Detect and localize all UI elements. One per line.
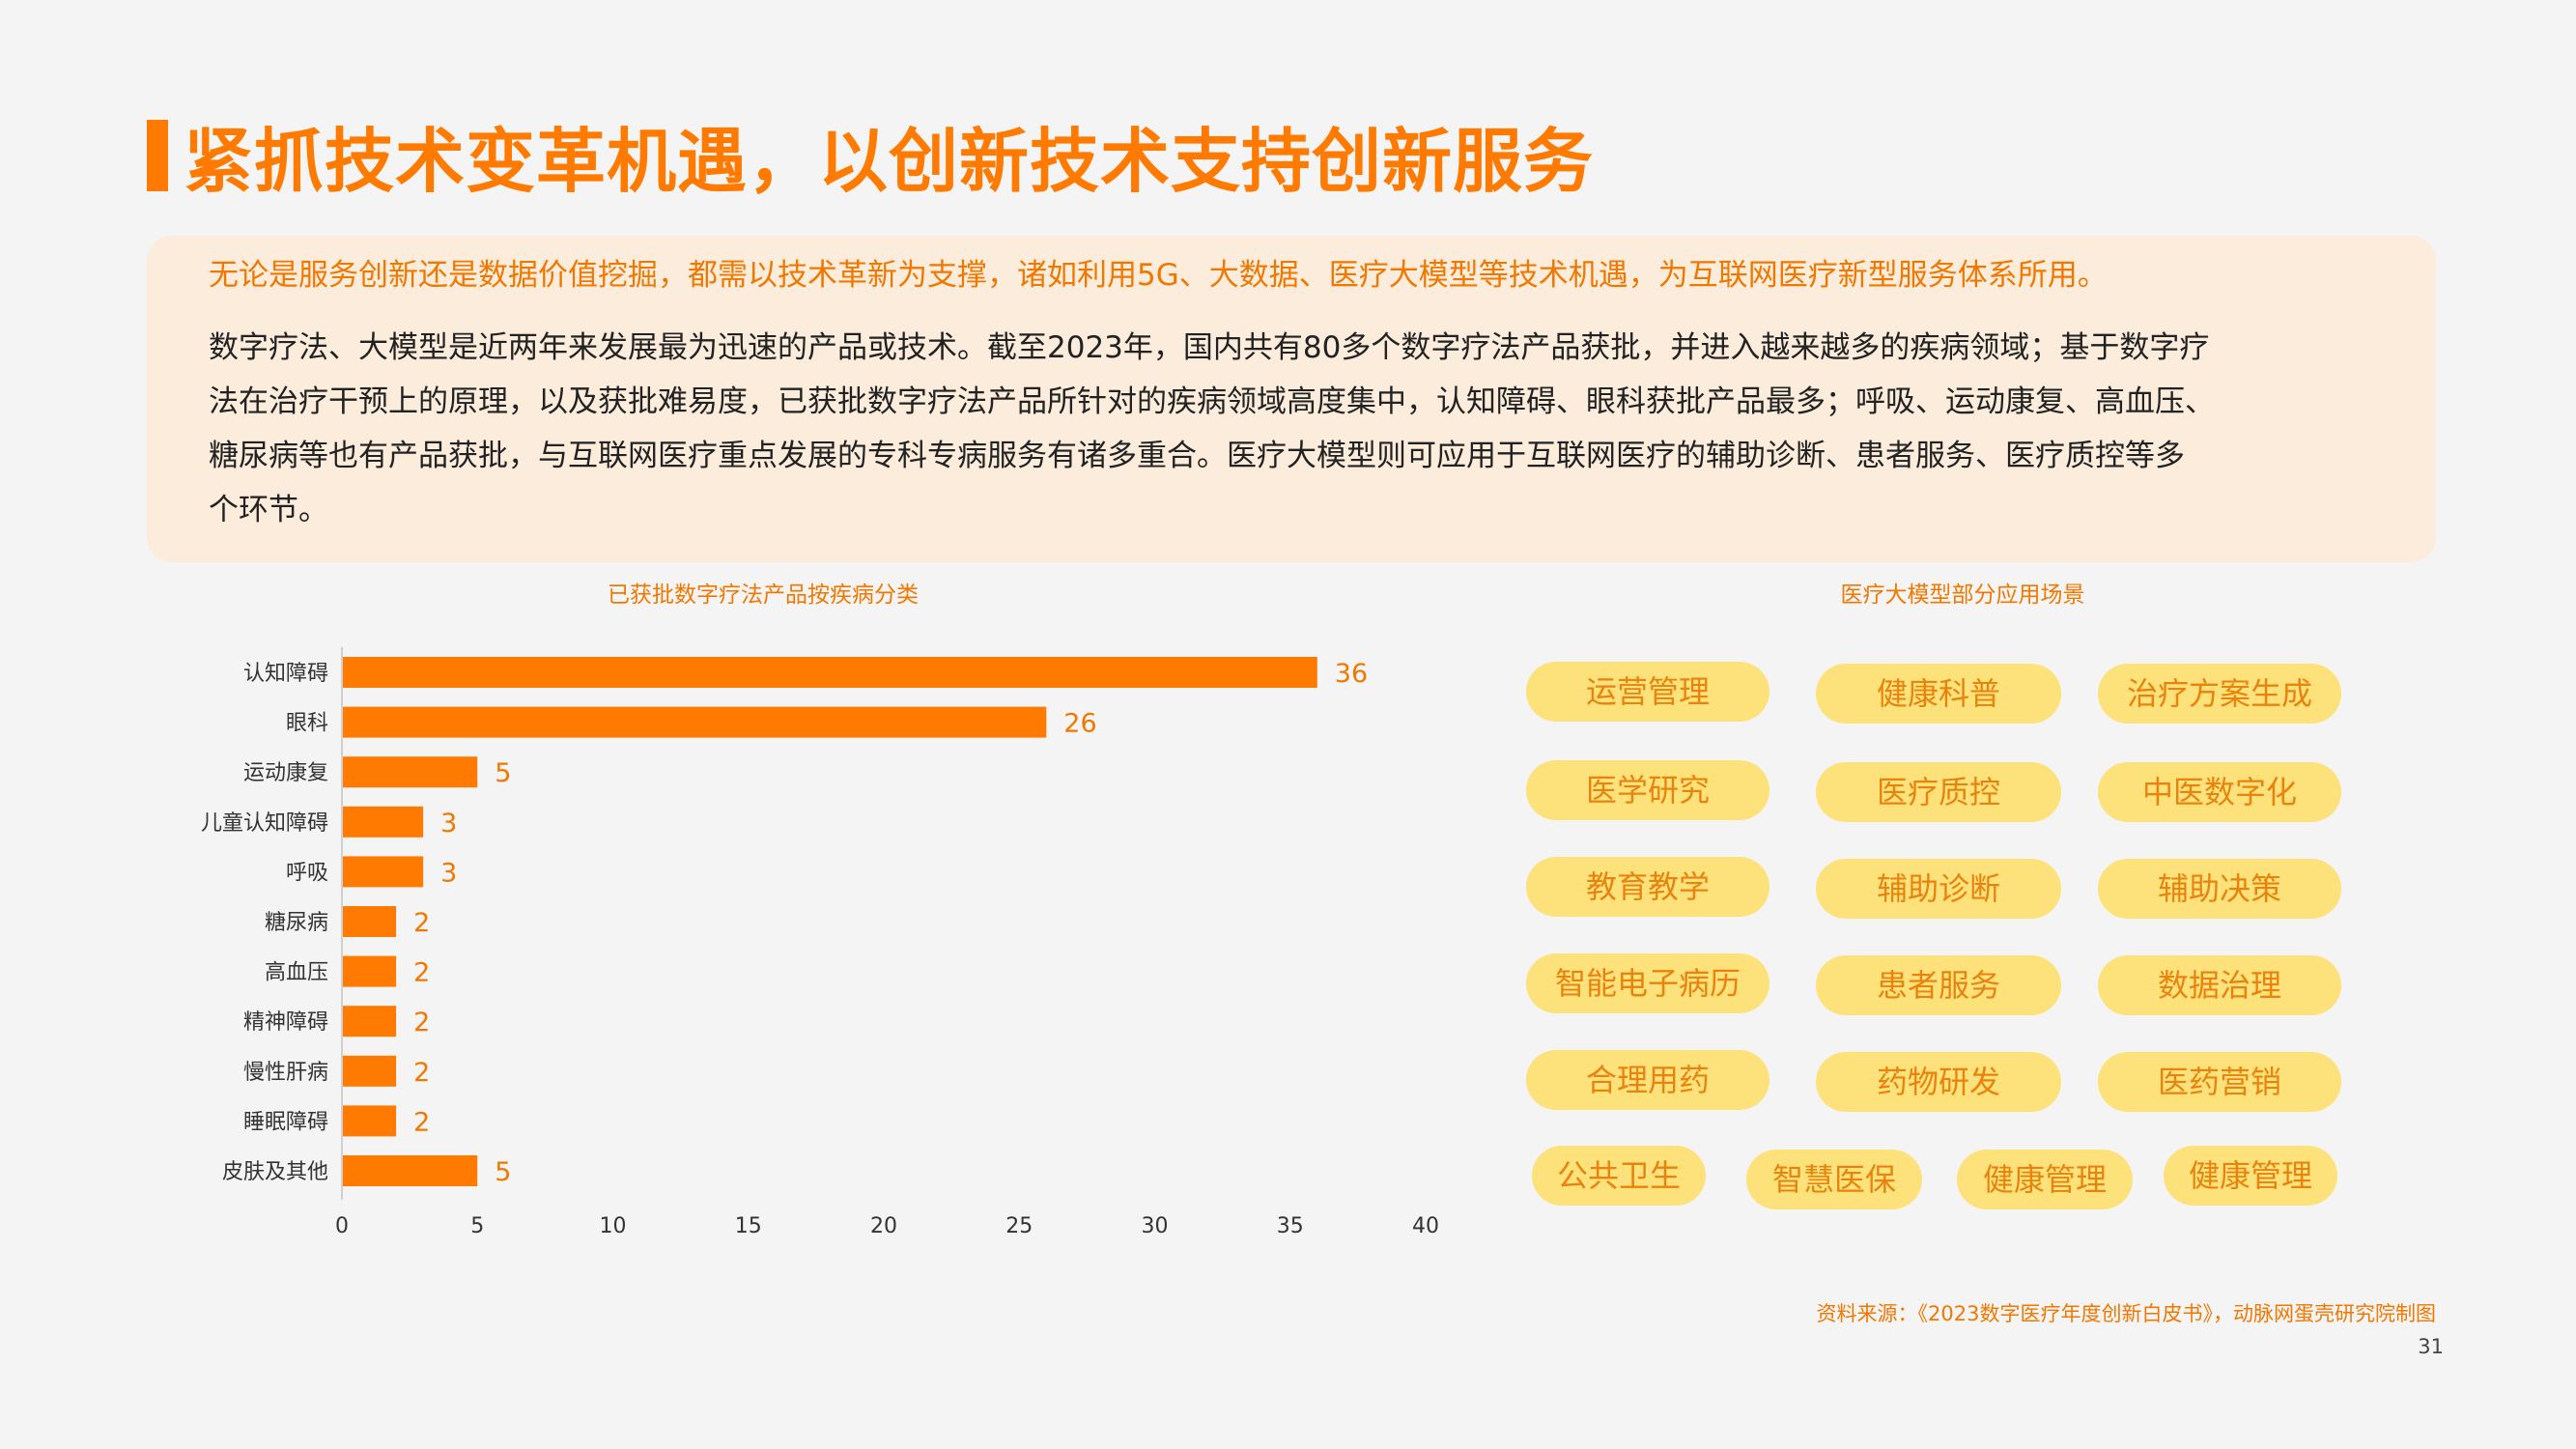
source-note: 资料来源：《2023数字医疗年度创新白皮书》，动脉网蛋壳研究院制图 bbox=[1816, 1302, 2436, 1325]
y-tick-label: 皮肤及其他 bbox=[222, 1160, 328, 1184]
bar bbox=[343, 706, 1047, 738]
scenario-tag: 中医数字化 bbox=[2098, 762, 2341, 822]
bar-value-label: 5 bbox=[495, 758, 511, 788]
y-tick-label: 高血压 bbox=[265, 961, 328, 985]
scenario-tag: 患者服务 bbox=[1816, 955, 2061, 1015]
bar bbox=[343, 906, 397, 937]
scenario-tag: 健康管理 bbox=[1957, 1150, 2133, 1209]
chart-title: 已获批数字疗法产品按疾病分类 bbox=[608, 582, 919, 608]
bar bbox=[343, 1006, 397, 1037]
y-tick-label: 运动康复 bbox=[243, 761, 328, 785]
bar-value-label: 3 bbox=[440, 809, 457, 838]
x-tick-label: 0 bbox=[335, 1214, 349, 1238]
scenario-tag: 教育教学 bbox=[1526, 857, 1769, 917]
bar bbox=[343, 955, 397, 987]
bar bbox=[343, 756, 478, 788]
page-number: 31 bbox=[2418, 1335, 2444, 1358]
title-accent-bar bbox=[147, 120, 168, 191]
page-title: 紧抓技术变革机遇，以创新技术支持创新服务 bbox=[184, 121, 1595, 202]
bar-value-label: 2 bbox=[413, 1008, 430, 1037]
x-tick-label: 15 bbox=[735, 1214, 762, 1238]
summary-highlight: 无论是服务创新还是数据价值挖掘，都需以技术革新为支撑，诸如利用5G、大数据、医疗… bbox=[209, 258, 2108, 293]
bar-value-label: 2 bbox=[413, 1107, 430, 1137]
y-tick-label: 慢性肝病 bbox=[243, 1061, 328, 1085]
y-tick-label: 呼吸 bbox=[286, 861, 328, 885]
summary-line: 糖尿病等也有产品获批，与互联网医疗重点发展的专科专病服务有诸多重合。医疗大模型则… bbox=[209, 439, 2185, 473]
x-tick-label: 25 bbox=[1005, 1214, 1033, 1238]
scenario-tag: 运营管理 bbox=[1526, 662, 1769, 722]
bar bbox=[343, 1155, 478, 1186]
bar bbox=[343, 1105, 397, 1137]
summary-line: 数字疗法、大模型是近两年来发展最为迅速的产品或技术。截至2023年，国内共有80… bbox=[209, 330, 2210, 365]
scenario-tag: 药物研发 bbox=[1816, 1052, 2061, 1112]
scenario-tag-cloud: 运营管理 健康科普 治疗方案生成 医学研究 医疗质控 中医数字化 教育教学 辅助… bbox=[1526, 657, 2357, 1236]
scenario-tag: 辅助决策 bbox=[2098, 859, 2341, 919]
bar-value-label: 2 bbox=[413, 908, 430, 938]
summary-box: 无论是服务创新还是数据价值挖掘，都需以技术革新为支撑，诸如利用5G、大数据、医疗… bbox=[147, 236, 2436, 562]
y-tick-label: 儿童认知障碍 bbox=[201, 811, 328, 836]
summary-line: 法在治疗干预上的原理，以及获批难易度，已获批数字疗法产品所针对的疾病领域高度集中… bbox=[209, 384, 2215, 419]
summary-line: 个环节。 bbox=[209, 493, 328, 527]
scenario-tag: 医疗质控 bbox=[1816, 762, 2061, 822]
scenario-tag: 智慧医保 bbox=[1746, 1150, 1922, 1209]
y-tick-label: 眼科 bbox=[286, 712, 328, 736]
bar bbox=[343, 806, 424, 838]
scenario-tag: 数据治理 bbox=[2098, 955, 2341, 1015]
y-tick-label: 糖尿病 bbox=[265, 911, 328, 935]
bar-value-label: 26 bbox=[1063, 709, 1096, 739]
bar-chart: 认知障碍 36 眼科 26 运动康复 5 儿童认知障碍 3 呼吸 3 糖尿病 2 高血压 2 精神障碍 2 慢性… bbox=[201, 647, 1439, 1238]
y-tick-label: 认知障碍 bbox=[243, 662, 328, 686]
x-tick-label: 40 bbox=[1412, 1214, 1439, 1238]
bar-value-label: 2 bbox=[413, 958, 430, 988]
y-tick-label: 精神障碍 bbox=[243, 1010, 328, 1035]
scenario-tag: 公共卫生 bbox=[1532, 1146, 1706, 1206]
scenario-tag: 智能电子病历 bbox=[1526, 953, 1769, 1013]
bar bbox=[343, 1055, 397, 1087]
bar bbox=[343, 856, 424, 888]
x-tick-label: 30 bbox=[1142, 1214, 1169, 1238]
scenario-tag: 合理用药 bbox=[1526, 1050, 1769, 1110]
scenario-tag: 医学研究 bbox=[1526, 760, 1769, 820]
bar-value-label: 5 bbox=[495, 1157, 511, 1187]
scenario-tag: 医药营销 bbox=[2098, 1052, 2341, 1112]
scenario-tag: 辅助诊断 bbox=[1816, 859, 2061, 919]
x-tick-label: 5 bbox=[470, 1214, 484, 1238]
bar-value-label: 3 bbox=[440, 858, 457, 888]
summary-body: 数字疗法、大模型是近两年来发展最为迅速的产品或技术。截至2023年，国内共有80… bbox=[209, 321, 2507, 537]
bar-value-label: 2 bbox=[413, 1058, 430, 1088]
scenario-tag: 健康管理 bbox=[2164, 1146, 2337, 1206]
scenario-tag: 健康科普 bbox=[1816, 664, 2061, 724]
x-tick-label: 35 bbox=[1277, 1214, 1304, 1238]
x-tick-label: 10 bbox=[600, 1214, 627, 1238]
y-tick-label: 睡眠障碍 bbox=[243, 1110, 328, 1134]
scenario-tag: 治疗方案生成 bbox=[2098, 664, 2341, 724]
x-tick-label: 20 bbox=[870, 1214, 897, 1238]
bar bbox=[343, 657, 1317, 688]
scenarios-title: 医疗大模型部分应用场景 bbox=[1840, 582, 2085, 608]
bar-value-label: 36 bbox=[1335, 659, 1368, 689]
